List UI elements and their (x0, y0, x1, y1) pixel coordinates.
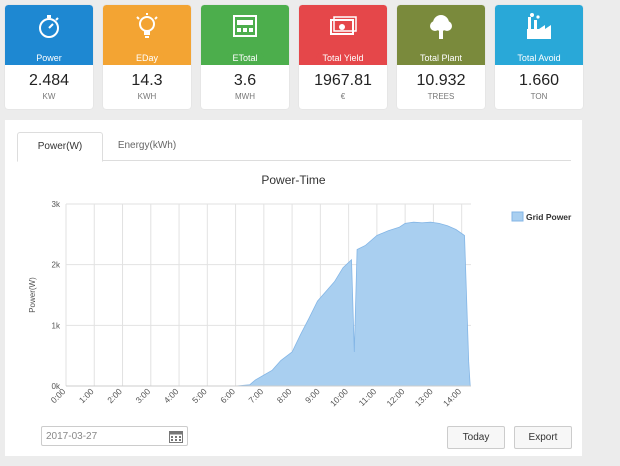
summary-card-power: Power 2.484 KW (5, 5, 93, 109)
summary-card-total-avoid: Total Avoid 1.660 TON (495, 5, 583, 109)
summary-card-total-yield: Total Yield 1967.81 € (299, 5, 387, 109)
card-header: Total Plant (397, 5, 485, 65)
card-header: ETotal (201, 5, 289, 65)
card-label: Power (30, 52, 68, 65)
x-tick-label: 13:00 (413, 386, 435, 408)
x-tick-label: 7:00 (246, 386, 265, 405)
grid-power-area (66, 221, 471, 387)
lightbulb-icon (136, 13, 158, 38)
x-tick-label: 1:00 (77, 386, 96, 405)
legend-label: Grid Power (526, 212, 572, 222)
card-unit: KW (42, 92, 56, 101)
x-tick-label: 14:00 (441, 386, 463, 408)
summary-card-etotal: ETotal 3.6 MWH (201, 5, 289, 109)
stopwatch-icon (39, 15, 59, 38)
y-tick-label: 3k (52, 200, 61, 209)
factory-icon (527, 13, 551, 39)
card-unit: € (340, 92, 346, 101)
card-label: EDay (129, 52, 164, 65)
today-button[interactable]: Today (447, 426, 505, 449)
card-unit: TON (530, 92, 548, 101)
card-value: 14.3 (131, 72, 163, 89)
tab-bar: Power(W) Energy(kWh) (17, 132, 571, 162)
x-tick-label: 10:00 (328, 386, 350, 408)
card-value: 3.6 (233, 72, 257, 89)
card-unit: TREES (427, 92, 455, 101)
card-header: Total Yield (299, 5, 387, 65)
card-header: Total Avoid (495, 5, 583, 65)
x-tick-label: 4:00 (162, 386, 181, 405)
summary-card-total-plant: Total Plant 10.932 TREES (397, 5, 485, 109)
card-label: ETotal (226, 52, 264, 65)
card-label: Total Avoid (511, 52, 567, 65)
summary-card-eday: EDay 14.3 KWH (103, 5, 191, 109)
x-tick-label: 6:00 (218, 386, 237, 405)
chart-panel: Power(W) Energy(kWh) Power-Time 0k 1k 2k 3k… (5, 120, 582, 456)
x-tick-label: 12:00 (384, 386, 406, 408)
y-tick-label: 1k (52, 321, 61, 330)
card-value: 2.484 (28, 72, 70, 89)
card-label: Total Plant (413, 52, 469, 65)
x-tick-label: 2:00 (105, 386, 124, 405)
tab-power[interactable]: Power(W) (17, 132, 103, 162)
export-button[interactable]: Export (514, 426, 572, 449)
card-value: 1.660 (518, 72, 560, 89)
tab-energy[interactable]: Energy(kWh) (117, 140, 177, 151)
card-value: 1967.81 (314, 72, 372, 89)
date-field[interactable]: 2017-03-27 (41, 426, 188, 446)
x-tick-label: 9:00 (303, 386, 322, 405)
card-unit: KWH (137, 92, 157, 101)
y-axis-label: Power(W) (28, 277, 37, 313)
card-header: EDay (103, 5, 191, 65)
x-tick-label: 5:00 (190, 386, 209, 405)
x-tick-label: 11:00 (357, 386, 379, 408)
chart-title: Power-Time (261, 173, 326, 187)
legend-swatch (511, 211, 524, 222)
date-value: 2017-03-27 (46, 431, 98, 442)
y-tick-label: 0k (52, 382, 61, 391)
calendar-icon[interactable] (169, 430, 183, 443)
tree-icon (430, 15, 452, 39)
card-header: Power (5, 5, 93, 65)
card-label: Total Yield (316, 52, 370, 65)
card-value: 10.932 (416, 72, 466, 89)
y-tick-label: 2k (52, 261, 61, 270)
x-tick-label: 3:00 (133, 386, 152, 405)
card-unit: MWH (235, 92, 255, 101)
meter-icon (233, 15, 257, 37)
money-icon (330, 16, 357, 35)
x-tick-label: 8:00 (275, 386, 294, 405)
summary-cards: Power 2.484 KW EDay 14.3 KWH ETotal 3.6 MWH Total… (5, 5, 615, 110)
